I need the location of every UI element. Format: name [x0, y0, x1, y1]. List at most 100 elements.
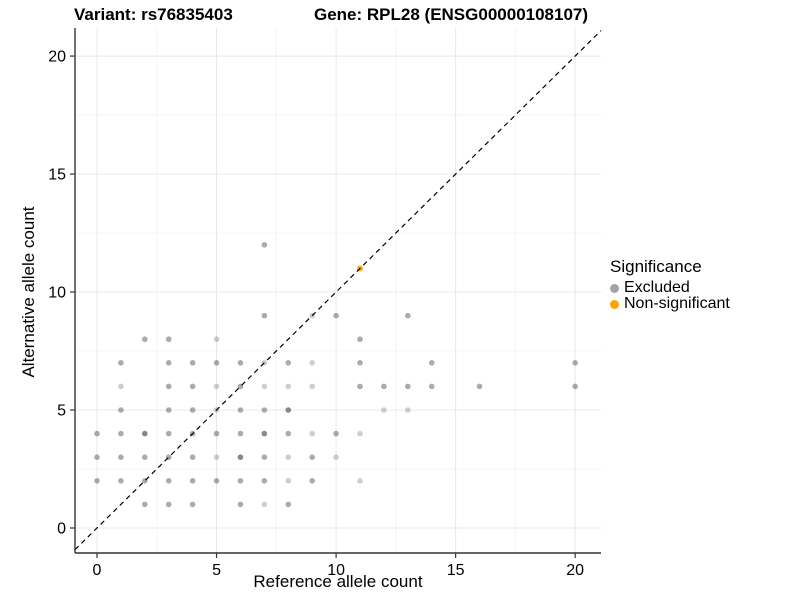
data-point-excluded: [165, 336, 172, 343]
legend-item-excluded: Excluded: [610, 280, 730, 296]
data-point-excluded: [237, 430, 244, 437]
data-point-excluded: [237, 454, 244, 461]
data-point-excluded: [118, 407, 124, 413]
y-tick-label: 5: [57, 403, 66, 420]
data-point-excluded: [142, 454, 148, 461]
plot-title-variant: Variant: rs76835403: [74, 5, 233, 24]
data-point-excluded: [142, 336, 148, 343]
data-point-excluded: [118, 477, 124, 484]
data-point-excluded: [261, 242, 268, 248]
y-tick-label: 15: [48, 167, 66, 184]
x-tick-label: 20: [566, 562, 584, 579]
data-point-excluded: [118, 360, 124, 366]
data-point-excluded: [94, 477, 100, 484]
data-point-excluded: [118, 430, 124, 437]
legend-title: Significance: [610, 257, 702, 276]
data-point-excluded: [213, 336, 220, 343]
data-point-excluded: [261, 383, 268, 390]
data-point-excluded: [333, 454, 339, 461]
data-point-excluded: [165, 477, 172, 484]
data-point-excluded: [333, 312, 339, 319]
x-tick-label: 5: [212, 562, 221, 579]
data-point-excluded: [476, 383, 483, 390]
excluded-dot-icon: [610, 283, 619, 293]
data-point-excluded: [572, 383, 578, 390]
data-point-excluded: [261, 477, 268, 484]
data-point-excluded: [237, 477, 244, 484]
data-point-excluded: [189, 454, 196, 461]
legend: Significance Excluded Non-significant: [610, 257, 730, 312]
data-point-excluded: [285, 477, 292, 484]
data-point-excluded: [213, 383, 220, 390]
data-point-excluded: [261, 501, 268, 508]
data-point-excluded: [189, 477, 196, 484]
non-significant-dot-icon: [610, 299, 619, 309]
x-tick-label: 10: [327, 562, 345, 579]
data-point-excluded: [261, 407, 268, 413]
data-point-excluded: [428, 360, 435, 366]
data-point-excluded: [261, 430, 268, 437]
data-point-excluded: [309, 383, 315, 390]
data-point-excluded: [213, 360, 220, 366]
data-point-excluded: [237, 360, 244, 366]
data-point-excluded: [309, 430, 315, 437]
data-point-excluded: [405, 383, 411, 390]
data-point-excluded: [165, 407, 172, 413]
data-point-excluded: [405, 312, 411, 319]
data-point-excluded: [165, 430, 172, 437]
identity-line: [74, 30, 602, 551]
data-point-excluded: [285, 501, 292, 508]
x-tick-label: 0: [93, 562, 102, 579]
data-point-excluded: [285, 360, 292, 366]
data-point-excluded: [428, 383, 435, 390]
data-point-excluded: [237, 501, 244, 508]
data-point-excluded: [165, 383, 172, 390]
data-point-excluded: [189, 407, 196, 413]
y-tick-label: 20: [48, 49, 66, 66]
data-point-excluded: [357, 336, 363, 343]
data-point-excluded: [165, 501, 172, 508]
data-point-excluded: [381, 383, 387, 390]
legend-item-label: Excluded: [624, 279, 690, 296]
x-tick-label: 15: [447, 562, 465, 579]
data-point-excluded: [261, 312, 268, 319]
data-point-excluded: [118, 454, 124, 461]
data-point-excluded: [189, 383, 196, 390]
data-point-excluded: [142, 501, 148, 508]
data-point-excluded: [213, 430, 220, 437]
data-point-excluded: [285, 430, 292, 437]
data-point-excluded: [165, 360, 172, 366]
data-point-excluded: [189, 501, 196, 508]
data-point-excluded: [572, 360, 578, 366]
data-point-excluded: [213, 454, 220, 461]
y-tick-label: 10: [48, 285, 66, 302]
data-point-excluded: [309, 360, 315, 366]
data-point-excluded: [309, 454, 315, 461]
data-point-excluded: [357, 383, 363, 390]
x-axis-title: Reference allele count: [253, 572, 423, 591]
data-point-excluded: [285, 383, 292, 390]
data-point-excluded: [142, 430, 148, 437]
data-point-excluded: [405, 407, 411, 413]
data-point-excluded: [333, 430, 339, 437]
data-point-excluded: [357, 477, 363, 484]
y-axis-title: Alternative allele count: [19, 206, 38, 378]
data-point-excluded: [357, 430, 363, 437]
data-point-excluded: [285, 454, 292, 461]
data-point-excluded: [94, 454, 100, 461]
data-point-excluded: [94, 430, 100, 437]
data-point-excluded: [309, 477, 315, 484]
data-point-excluded: [237, 407, 244, 413]
legend-item-label: Non-significant: [624, 295, 730, 312]
y-tick-label: 0: [57, 520, 66, 537]
data-point-excluded: [381, 407, 387, 413]
data-point-excluded: [261, 454, 268, 461]
data-point-excluded: [189, 360, 196, 366]
data-point-excluded: [118, 383, 124, 390]
plot-title-gene: Gene: RPL28 (ENSG00000108107): [314, 5, 589, 24]
legend-item-non-significant: Non-significant: [610, 296, 730, 312]
data-point-excluded: [213, 477, 220, 484]
data-point-excluded: [285, 407, 292, 413]
